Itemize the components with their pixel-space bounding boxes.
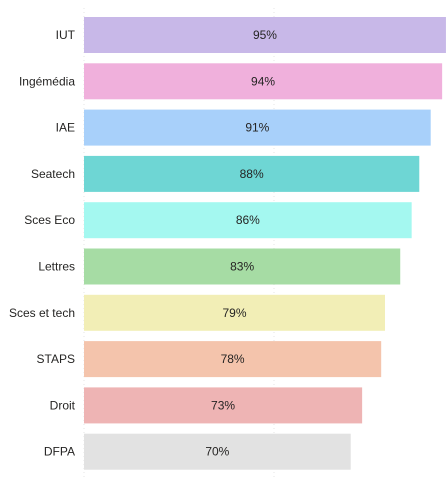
category-label: DFPA xyxy=(44,445,75,459)
bar-lettres[interactable] xyxy=(84,248,401,285)
value-label: 86% xyxy=(236,213,260,227)
bar-staps[interactable] xyxy=(84,341,382,378)
category-label: Seatech xyxy=(31,167,75,181)
value-label: 91% xyxy=(245,121,269,135)
bar-dfpa[interactable] xyxy=(84,433,351,470)
value-labels: 95% 94% 91% 88% 86% 83% 79% 78% 73% 70% xyxy=(205,28,277,459)
bar-droit[interactable] xyxy=(84,387,363,424)
value-label: 94% xyxy=(251,74,275,88)
bar-iut[interactable] xyxy=(84,17,446,53)
value-label: 70% xyxy=(205,445,229,459)
value-label: 88% xyxy=(240,167,264,181)
category-label: IUT xyxy=(56,28,76,42)
category-label: Droit xyxy=(50,398,76,412)
value-label: 78% xyxy=(221,352,245,366)
bar-seatech[interactable] xyxy=(84,155,420,192)
value-label: 95% xyxy=(253,28,277,42)
category-label: IAE xyxy=(56,121,75,135)
value-label: 79% xyxy=(222,306,246,320)
bar-ing-m-dia[interactable] xyxy=(84,63,443,100)
bar-sces-eco[interactable] xyxy=(84,202,412,239)
category-label: STAPS xyxy=(37,352,75,366)
category-label: Lettres xyxy=(38,260,75,274)
category-label: Ingémédia xyxy=(19,74,75,88)
bar-iae[interactable] xyxy=(84,109,431,146)
bar-sces-et-tech[interactable] xyxy=(84,294,385,331)
category-label: Sces et tech xyxy=(9,306,75,320)
category-labels: IUT Ingémédia IAE Seatech Sces Eco Lettres Sce… xyxy=(9,28,76,459)
value-label: 83% xyxy=(230,260,254,274)
category-label: Sces Eco xyxy=(24,213,75,227)
value-label: 73% xyxy=(211,398,235,412)
bars xyxy=(84,17,446,470)
